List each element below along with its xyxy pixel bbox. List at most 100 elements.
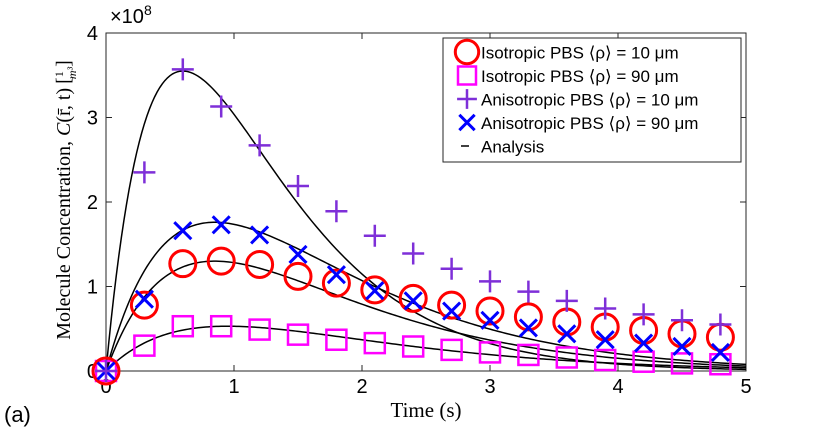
y-axis-unit-numerator: 1 <box>52 71 66 77</box>
analysis-curve <box>105 70 747 372</box>
data-point-square <box>517 343 540 367</box>
data-point-x <box>211 215 231 235</box>
x-tick-label: 3 <box>484 376 495 398</box>
data-point-plus <box>325 200 348 223</box>
data-point-square <box>363 331 387 355</box>
x-tick-label: 0 <box>100 376 111 398</box>
data-point-square <box>401 335 425 358</box>
data-point-plus <box>517 280 540 303</box>
svg-text:Molecule Concentration, C(r̄,: Molecule Concentration, C(r̄, t)[1m³] <box>52 60 79 340</box>
legend-square-icon <box>456 65 478 86</box>
data-point-x <box>634 333 654 353</box>
data-point-circle <box>91 356 121 386</box>
data-point-circle <box>206 246 236 276</box>
data-point-square <box>478 341 502 364</box>
y-exponent-base: ×10 <box>110 6 144 28</box>
data-point-plus <box>363 224 386 247</box>
data-point-plus <box>632 303 655 326</box>
legend-plus-icon <box>457 89 477 109</box>
data-point-circle <box>398 283 428 313</box>
data-point-square <box>209 314 233 338</box>
data-point-circle <box>283 261 313 291</box>
data-point-plus <box>440 257 463 280</box>
data-point-x <box>403 291 423 311</box>
y-tick-label: 1 <box>87 277 98 299</box>
panel-label: (a) <box>4 402 31 427</box>
analysis-curve <box>105 221 747 372</box>
data-point-x <box>326 265 346 285</box>
data-point-circle <box>475 296 505 326</box>
data-point-x <box>250 225 270 245</box>
legend-label: Isotropic PBS ⟨ρ⟩ = 10 μm <box>481 44 679 63</box>
data-point-square <box>440 338 463 362</box>
data-point-square <box>555 346 579 369</box>
data-point-square <box>632 350 655 373</box>
data-point-x <box>365 281 385 301</box>
legend-label: Anisotropic PBS ⟨ρ⟩ = 90 μm <box>481 114 698 133</box>
data-point-plus <box>594 297 617 320</box>
x-tick-label: 2 <box>356 376 367 398</box>
analysis-curve <box>105 325 747 372</box>
legend-label: Analysis <box>481 138 544 157</box>
data-point-plus <box>210 95 233 118</box>
data-point-x <box>672 336 692 357</box>
data-point-plus <box>171 58 194 81</box>
y-tick-label: 4 <box>87 23 98 45</box>
analysis-curve <box>105 260 747 372</box>
data-point-plus <box>555 289 578 312</box>
data-point-plus <box>671 309 693 332</box>
y-exponent-power: 8 <box>144 2 152 18</box>
data-point-square <box>670 352 694 375</box>
data-markers <box>91 58 735 386</box>
data-point-x <box>595 330 615 350</box>
data-point-plus <box>709 313 732 336</box>
data-point-circle <box>129 290 159 320</box>
data-point-x <box>442 301 462 321</box>
y-axis-unit-denominator: m³ <box>65 67 79 80</box>
data-point-circle <box>245 250 275 280</box>
data-point-plus <box>248 134 271 157</box>
legend-box <box>442 37 742 163</box>
y-exponent-label: ×108 <box>110 2 152 28</box>
data-point-plus <box>133 161 156 184</box>
data-point-plus <box>479 270 501 293</box>
data-point-square <box>286 323 310 346</box>
x-tick-label: 5 <box>740 376 751 398</box>
data-point-square <box>593 348 617 372</box>
data-point-circle <box>321 268 351 298</box>
data-point-x <box>710 342 730 362</box>
data-point-x <box>134 289 154 309</box>
x-tick-label: 4 <box>612 376 623 398</box>
data-point-x <box>480 310 500 330</box>
y-tick-label: 2 <box>87 192 98 214</box>
data-point-circle <box>168 249 198 279</box>
data-point-plus <box>402 242 425 265</box>
x-axis-label: Time (s) <box>391 398 462 422</box>
y-tick-label: 3 <box>87 108 98 130</box>
legend-label: Anisotropic PBS ⟨ρ⟩ = 10 μm <box>481 91 698 110</box>
data-point-square <box>248 318 271 341</box>
y-axis-label-text: Molecule Concentration, <box>53 136 75 340</box>
y-axis-label-symbol: C <box>53 122 75 136</box>
data-point-plus <box>95 360 117 382</box>
data-point-x <box>518 318 538 338</box>
data-point-x <box>173 221 193 241</box>
data-point-circle <box>437 290 467 320</box>
legend-circle-icon <box>453 38 481 66</box>
legend-label: Isotropic PBS ⟨ρ⟩ = 90 μm <box>481 67 679 86</box>
y-axis-label-args: (r̄, t) <box>53 88 75 123</box>
legend-x-icon <box>458 113 476 132</box>
data-point-plus <box>287 174 309 197</box>
data-point-circle <box>552 307 582 337</box>
data-point-square <box>133 334 156 357</box>
data-point-x <box>288 244 308 264</box>
legend: Isotropic PBS ⟨ρ⟩ = 10 μm Isotropic PBS ⟨… <box>442 37 742 163</box>
data-point-square <box>325 328 348 351</box>
data-point-square <box>171 314 195 338</box>
x-tick-label: 1 <box>228 376 239 398</box>
y-axis-label: Molecule Concentration, C(r̄, t)[1m³] <box>52 60 79 340</box>
data-point-circle <box>360 275 390 305</box>
data-point-x <box>557 324 577 344</box>
analysis-curves <box>105 70 747 372</box>
